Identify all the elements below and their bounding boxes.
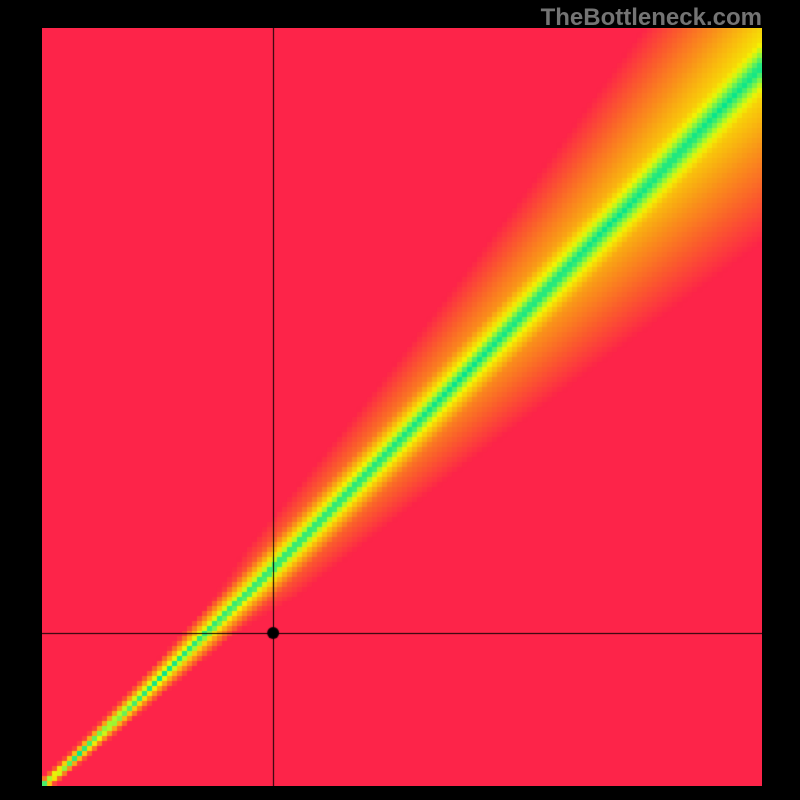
crosshair-overlay [42, 28, 762, 786]
chart-outer-frame: TheBottleneck.com [0, 0, 800, 800]
